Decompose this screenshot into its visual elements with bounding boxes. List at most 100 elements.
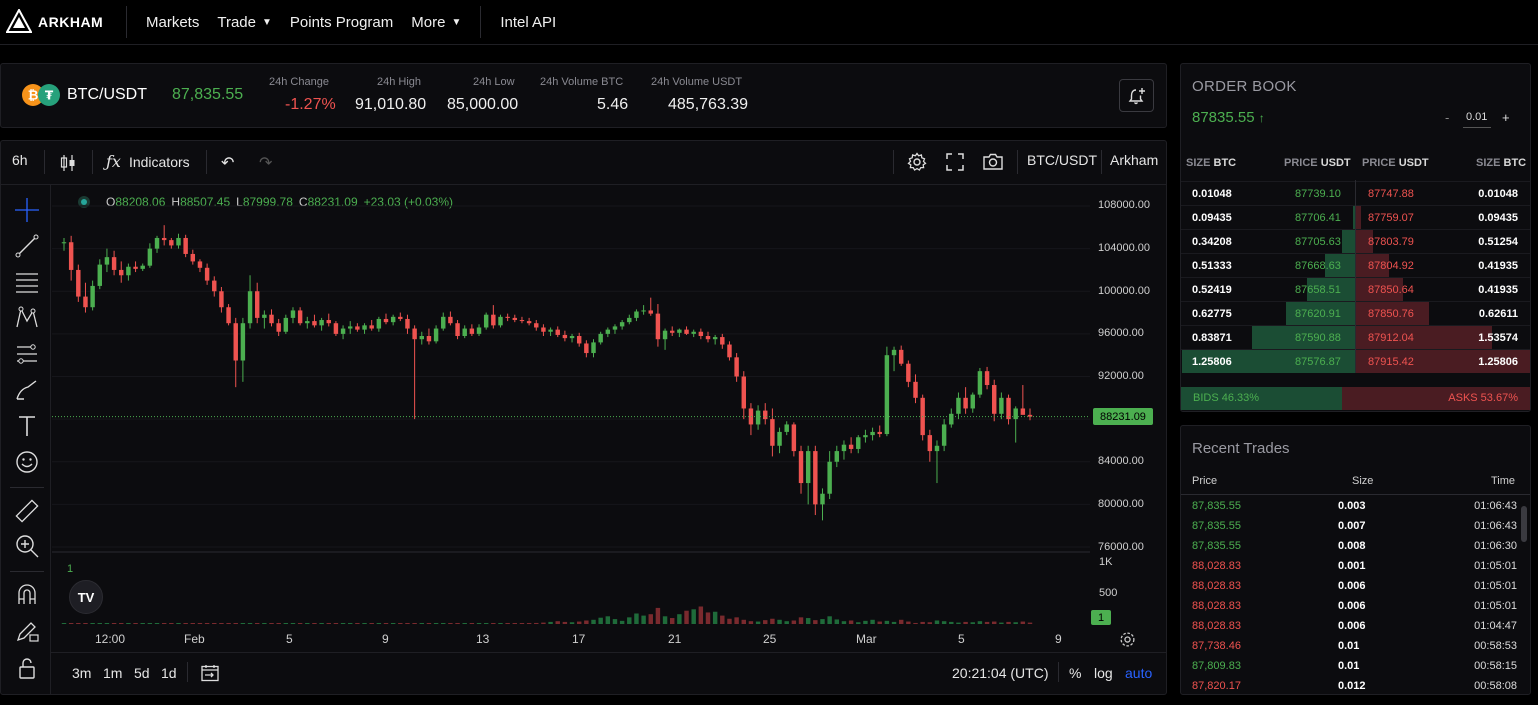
brush-tool[interactable] xyxy=(13,376,41,404)
nav-markets[interactable]: Markets xyxy=(146,14,199,31)
bid-price: 87668.63 xyxy=(1295,260,1341,272)
tradingview-logo[interactable]: TV xyxy=(69,580,103,614)
candle-body xyxy=(770,419,775,446)
pencil-lock-icon xyxy=(16,622,39,642)
log-toggle[interactable]: log xyxy=(1094,665,1113,681)
candle-body xyxy=(634,311,639,318)
candle-body xyxy=(798,451,804,484)
candle-body xyxy=(326,320,331,324)
step-increase-button[interactable]: + xyxy=(1502,110,1510,125)
orderbook-row[interactable]: 0.52419 87658.51 87850.64 0.41935 xyxy=(1181,277,1530,301)
lock-tool[interactable] xyxy=(13,654,41,682)
recent-trades-scrollbar[interactable] xyxy=(1521,506,1527,542)
gear-icon xyxy=(907,152,927,171)
volume-bar xyxy=(698,606,704,624)
toolbar-divider xyxy=(1101,150,1102,174)
magnet-tool[interactable] xyxy=(13,581,41,609)
volume-bar xyxy=(412,623,417,624)
nav-intel-api[interactable]: Intel API xyxy=(500,14,556,31)
zoom-tool[interactable] xyxy=(13,532,41,560)
text-tool[interactable] xyxy=(13,412,41,440)
orderbook-title: ORDER BOOK xyxy=(1192,78,1297,95)
volume-bar xyxy=(927,622,933,624)
fullscreen-button[interactable] xyxy=(946,153,964,171)
arkham-logo-icon xyxy=(6,9,32,33)
chart-type-button[interactable] xyxy=(59,154,77,172)
candle-body xyxy=(1027,414,1033,417)
emoji-tool[interactable] xyxy=(13,448,41,476)
range-5d[interactable]: 5d xyxy=(134,665,150,681)
symbol-label[interactable]: BTC/USDT xyxy=(1027,152,1097,168)
step-value[interactable]: 0.01 xyxy=(1466,111,1488,123)
step-decrease-button[interactable]: - xyxy=(1445,110,1450,125)
pair-label[interactable]: BTC/USDT xyxy=(67,86,147,103)
range-3m[interactable]: 3m xyxy=(72,665,92,681)
auto-toggle[interactable]: auto xyxy=(1125,665,1153,681)
percent-toggle[interactable]: % xyxy=(1069,665,1082,681)
volume-bar xyxy=(276,623,281,624)
chart-settings-button[interactable] xyxy=(907,152,927,172)
utc-clock[interactable]: 20:21:04 (UTC) xyxy=(952,665,1049,681)
redo-button[interactable]: ↷ xyxy=(259,153,272,173)
date-range-button[interactable] xyxy=(200,663,220,688)
price-alert-button[interactable] xyxy=(1119,79,1154,112)
nav-more[interactable]: More ▼ xyxy=(411,14,461,31)
candle-body xyxy=(870,431,875,436)
trade-row: 87,835.55 0.007 01:06:43 xyxy=(1181,516,1519,536)
volume-tag: 1 xyxy=(1091,610,1111,625)
volume-bar xyxy=(483,623,489,624)
candle-body xyxy=(119,269,124,276)
indicators-button[interactable]: ƒx Indicators xyxy=(106,152,190,171)
bid-size: 0.34208 xyxy=(1192,236,1232,248)
stat-label-vol-usdt: 24h Volume USDT xyxy=(651,76,743,88)
price-chart[interactable] xyxy=(52,186,1090,626)
candle-body xyxy=(90,285,95,308)
pattern-tool[interactable] xyxy=(13,304,41,332)
volume-bar xyxy=(326,623,331,624)
candle-body xyxy=(83,296,88,308)
undo-button[interactable]: ↶ xyxy=(221,153,234,173)
candle-body xyxy=(591,342,596,354)
volume-bar xyxy=(219,623,224,624)
ob-header-bid-price: PRICE USDT xyxy=(1284,157,1351,169)
volume-bar xyxy=(519,623,525,624)
ruler-tool[interactable] xyxy=(13,497,41,525)
forecast-icon xyxy=(17,344,37,364)
ask-depth-bar xyxy=(1356,302,1429,325)
fib-tool[interactable] xyxy=(13,268,41,296)
volume-bar xyxy=(562,621,568,624)
trade-time: 01:06:43 xyxy=(1474,500,1517,512)
interval-selector[interactable]: 6h xyxy=(12,152,28,168)
nav-trade[interactable]: Trade ▼ xyxy=(217,14,272,31)
candle-body xyxy=(247,291,253,324)
candle-body xyxy=(383,318,389,323)
ask-size: 0.41935 xyxy=(1478,284,1518,296)
axis-settings-button[interactable] xyxy=(1119,631,1136,653)
screenshot-button[interactable] xyxy=(982,152,1004,172)
candle-body xyxy=(526,321,532,324)
orderbook-row[interactable]: 0.83871 87590.88 87912.04 1.53574 xyxy=(1181,325,1530,349)
ask-price: 87759.07 xyxy=(1368,212,1414,224)
trade-row: 88,028.83 0.006 01:05:01 xyxy=(1181,576,1519,596)
range-1m[interactable]: 1m xyxy=(103,665,123,681)
trendline-tool[interactable] xyxy=(13,232,41,260)
source-text: Arkham xyxy=(1110,152,1159,168)
volume-bar xyxy=(362,623,367,624)
orderbook-row[interactable]: 1.25806 87576.87 87915.42 1.25806 xyxy=(1181,349,1530,373)
candle-body xyxy=(741,376,746,409)
recent-trades-panel xyxy=(1180,425,1531,695)
arkham-logo[interactable]: ARKHAM xyxy=(6,9,116,35)
candle-body xyxy=(455,323,460,337)
volume-bar xyxy=(204,623,210,624)
fullscreen-icon xyxy=(946,153,964,171)
prediction-tool[interactable] xyxy=(13,340,41,368)
range-1d[interactable]: 1d xyxy=(161,665,177,681)
volume-bar xyxy=(269,623,274,624)
y-tick: 76000.00 xyxy=(1098,541,1144,553)
bid-size: 0.09435 xyxy=(1192,212,1232,224)
draw-lock-tool[interactable] xyxy=(13,617,41,645)
volume-bar xyxy=(61,623,67,624)
btc-usdt-coin-icon: ₿ ₮ xyxy=(22,84,60,106)
crosshair-tool[interactable] xyxy=(13,196,41,224)
nav-points-program[interactable]: Points Program xyxy=(290,14,393,31)
